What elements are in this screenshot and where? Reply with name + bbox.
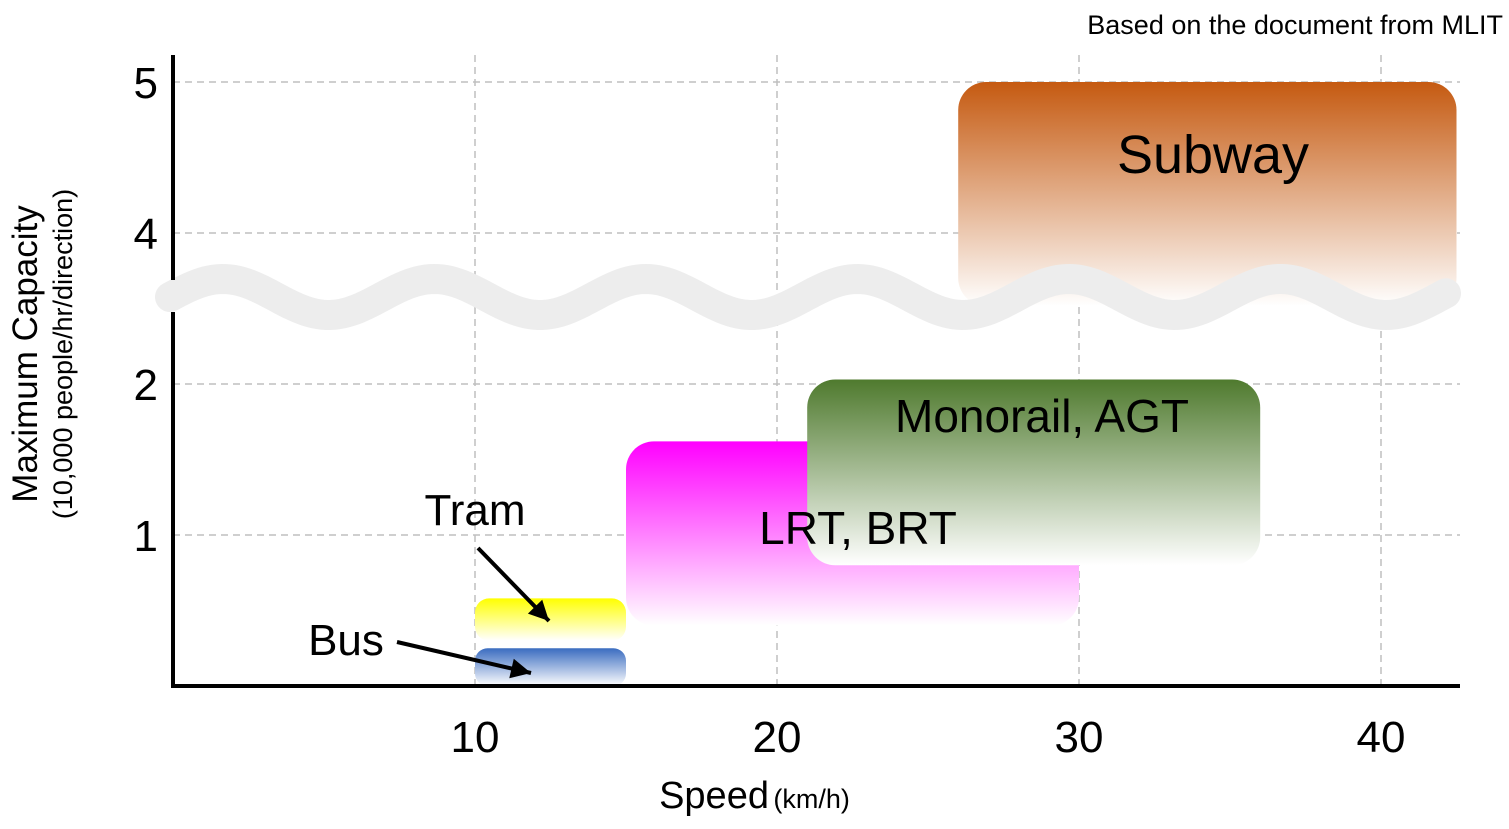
range-box-tram	[475, 598, 626, 641]
axes	[171, 55, 1460, 688]
series-label-tram: Tram	[424, 486, 525, 535]
series-label-subway: Subway	[1117, 125, 1309, 185]
x-axis-title: Speed (km/h)	[0, 775, 1509, 818]
x-axis-label: Speed	[659, 775, 769, 817]
y-tick-label: 5	[134, 59, 158, 108]
x-axis-unit: (km/h)	[773, 784, 850, 814]
range-boxes	[475, 82, 1457, 686]
series-label-lrt-brt: LRT, BRT	[759, 502, 957, 554]
y-tick-label: 1	[134, 512, 158, 561]
series-label-bus: Bus	[308, 616, 384, 665]
range-box-subway	[958, 82, 1457, 306]
x-tick-label: 10	[451, 713, 500, 762]
series-label-monorail-agt: Monorail, AGT	[895, 390, 1189, 442]
y-axis-unit: (10,000 people/hr/direction)	[48, 188, 78, 520]
source-note: Based on the document from MLIT	[1087, 10, 1503, 40]
y-tick-label: 4	[134, 210, 158, 259]
x-tick-label: 30	[1055, 713, 1104, 762]
y-axis-title: Maximum Capacity (10,000 people/hr/direc…	[6, 74, 116, 634]
x-tick-label: 20	[753, 713, 802, 762]
range-box-monorail-agt	[807, 379, 1261, 566]
tick-labels: 10 20 30 40 1 2 4 5	[134, 59, 1406, 762]
y-axis-label: Maximum Capacity	[6, 205, 45, 503]
x-tick-label: 40	[1357, 713, 1406, 762]
y-tick-label: 2	[134, 361, 158, 410]
tram-arrow	[476, 546, 551, 623]
series-labels: Subway Monorail, AGT LRT, BRT Tram Bus	[308, 125, 1309, 679]
axis-break-mark	[155, 263, 1461, 331]
axis-break-wave	[155, 263, 1461, 331]
bus-arrow	[396, 640, 532, 679]
